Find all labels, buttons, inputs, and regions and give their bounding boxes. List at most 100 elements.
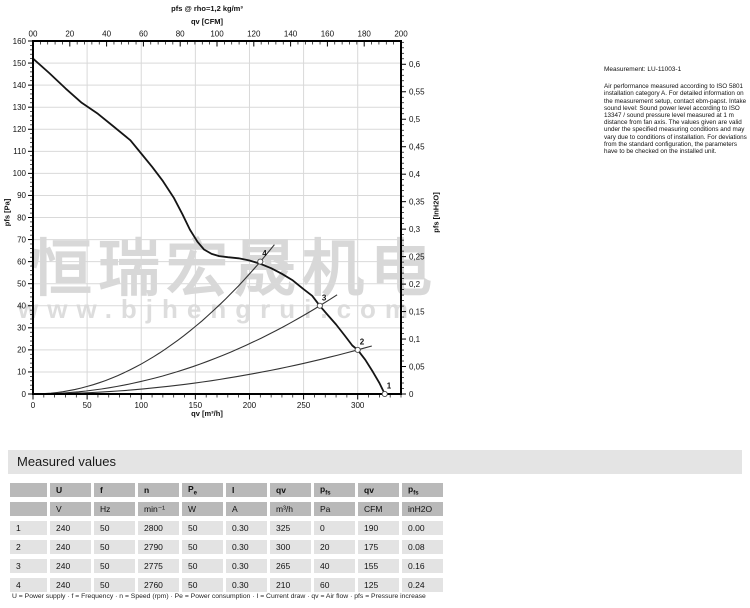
tick-label-right: 0 <box>409 390 414 399</box>
value-cell: 50 <box>182 521 223 535</box>
value-cell: 240 <box>50 559 91 573</box>
tick-label-right: 0,15 <box>409 307 425 316</box>
tick-label-top: 00 <box>29 30 38 39</box>
value-cell: 50 <box>182 540 223 554</box>
tick-label-left: 0 <box>22 390 27 399</box>
tick-label-left: 60 <box>17 257 26 266</box>
tick-label-right: 0,2 <box>409 280 421 289</box>
header-cell: f <box>94 483 135 497</box>
tick-label-left: 120 <box>13 125 27 134</box>
operating-point-marker-3 <box>316 302 323 309</box>
measured-values-header: Measured values <box>8 450 742 474</box>
tick-label-left: 140 <box>13 81 27 90</box>
value-cell: 265 <box>270 559 311 573</box>
row-index-cell: 1 <box>10 521 47 535</box>
value-cell: 300 <box>270 540 311 554</box>
measurement-annotation: Measurement: LU-11003-1 Air performance … <box>604 66 747 155</box>
chart-title: pfs @ rho=1,2 kg/m³ <box>171 4 243 13</box>
tick-label-left: 40 <box>17 302 26 311</box>
tick-label-bottom: 250 <box>297 401 311 410</box>
header-cell: U <box>50 483 91 497</box>
top-axis-label: qv [CFM] <box>190 17 224 26</box>
tick-label-left: 100 <box>13 169 27 178</box>
watermark-cjk-text: 恒瑞宏晟机电 <box>29 235 438 304</box>
fan-curve <box>32 57 386 395</box>
table-row: 2 240 50 2790 50 0.30 300 20 175 0.08 <box>10 540 443 554</box>
table-row: 1 240 50 2800 50 0.30 325 0 190 0.00 <box>10 521 443 535</box>
load-curve-2 <box>33 345 372 395</box>
plot-frame <box>32 40 402 395</box>
watermark-url-text: www.bjhengrui.com <box>18 294 418 324</box>
header-cell <box>10 483 47 497</box>
tick-label-right: 0,4 <box>409 170 421 179</box>
value-cell: 0.08 <box>402 540 443 554</box>
tick-label-top: 40 <box>102 30 111 39</box>
value-cell: 0.00 <box>402 521 443 535</box>
header-cell: pfs <box>402 483 443 497</box>
value-cell: 0.30 <box>226 559 267 573</box>
operating-point-label-2: 2 <box>360 337 365 346</box>
unit-cell <box>10 502 47 516</box>
header-cell: I <box>226 483 267 497</box>
tick-label-top: 100 <box>210 30 224 39</box>
value-cell: 50 <box>94 521 135 535</box>
header-cell: qv <box>358 483 399 497</box>
value-cell: 50 <box>94 559 135 573</box>
operating-point-label-1: 1 <box>387 382 392 391</box>
tick-label-top: 80 <box>176 30 185 39</box>
tick-label-right: 0,05 <box>409 362 425 371</box>
value-cell: 50 <box>182 559 223 573</box>
header-cell: pfs <box>314 483 355 497</box>
measurement-reference: Measurement: LU-11003-1 <box>604 66 682 73</box>
table-legend: U = Power supply · f = Frequency · n = S… <box>12 593 426 600</box>
value-cell: 50 <box>94 540 135 554</box>
value-cell: 175 <box>358 540 399 554</box>
tick-label-left: 130 <box>13 103 27 112</box>
tick-label-top: 20 <box>65 30 74 39</box>
tick-label-top: 120 <box>247 30 261 39</box>
tick-label-left: 10 <box>17 368 26 377</box>
tick-label-left: 80 <box>17 213 26 222</box>
measurement-notes: Air performance measured according to IS… <box>604 83 747 156</box>
tick-label-right: 0,35 <box>409 197 425 206</box>
value-cell: 240 <box>50 540 91 554</box>
value-cell: 0.24 <box>402 578 443 592</box>
value-cell: 240 <box>50 521 91 535</box>
value-cell: 0.30 <box>226 578 267 592</box>
value-cell: 0.30 <box>226 540 267 554</box>
tick-label-left: 70 <box>17 235 26 244</box>
value-cell: 0.30 <box>226 521 267 535</box>
value-cell: 40 <box>314 559 355 573</box>
value-cell: 2775 <box>138 559 179 573</box>
value-cell: 20 <box>314 540 355 554</box>
tick-label-left: 110 <box>13 147 26 156</box>
tick-label-right: 0,1 <box>409 335 421 344</box>
value-cell: 50 <box>182 578 223 592</box>
operating-point-label-4: 4 <box>262 249 267 258</box>
tick-label-right: 0,3 <box>409 225 421 234</box>
operating-point-marker-4 <box>257 258 264 265</box>
value-cell: 2800 <box>138 521 179 535</box>
header-cell: Pe <box>182 483 223 497</box>
value-cell: 125 <box>358 578 399 592</box>
tick-label-left: 30 <box>17 324 26 333</box>
value-cell: 240 <box>50 578 91 592</box>
tick-label-left: 90 <box>17 191 26 200</box>
table-row: 3 240 50 2775 50 0.30 265 40 155 0.16 <box>10 559 443 573</box>
value-cell: 2760 <box>138 578 179 592</box>
unit-cell: Pa <box>314 502 355 516</box>
unit-cell: Hz <box>94 502 135 516</box>
tick-label-right: 0,45 <box>409 143 425 152</box>
unit-cell: min⁻¹ <box>138 502 179 516</box>
tick-label-top: 180 <box>358 30 372 39</box>
value-cell: 0 <box>314 521 355 535</box>
unit-cell: m³/h <box>270 502 311 516</box>
tick-label-right: 0,25 <box>409 252 425 261</box>
tick-label-bottom: 200 <box>243 401 257 410</box>
row-index-cell: 4 <box>10 578 47 592</box>
tick-label-top: 140 <box>284 30 298 39</box>
load-curve-3 <box>32 294 338 395</box>
operating-point-marker-1 <box>381 390 388 398</box>
